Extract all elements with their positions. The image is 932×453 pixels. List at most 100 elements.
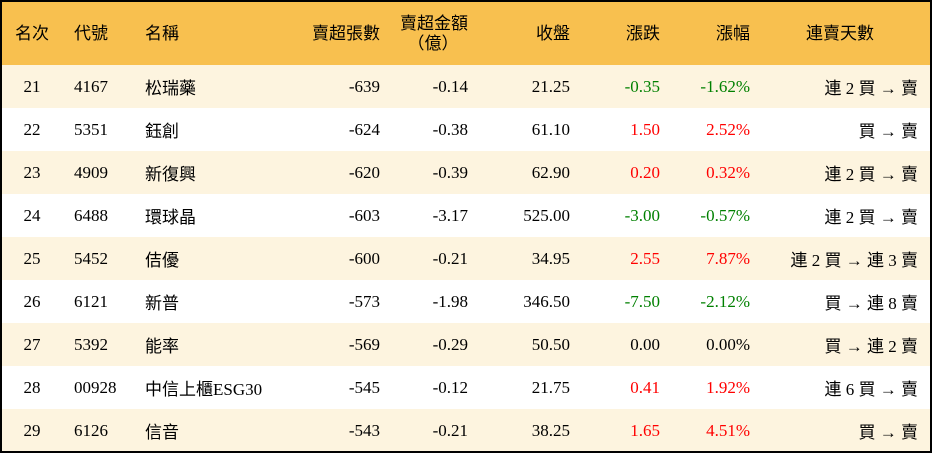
name-cell: 信音: [145, 423, 179, 442]
streak-cell: 買 → 連 2 賣: [824, 337, 919, 356]
name-cell: 新普: [145, 294, 179, 313]
net-sell-lots-cell: -545: [348, 377, 380, 397]
header-close: 收盤: [480, 2, 570, 65]
change-pct-cell: -0.57%: [700, 205, 750, 225]
code-cell: 4909: [74, 162, 108, 182]
rank-cell: 22: [23, 119, 41, 139]
change-pct-cell: 1.92%: [706, 377, 750, 397]
net-sell-amount-cell: -0.12: [432, 377, 468, 397]
change-cell: 0.41: [630, 377, 660, 397]
net-sell-amount-cell: -0.38: [432, 119, 468, 139]
net-sell-amount-cell: -0.39: [432, 162, 468, 182]
net-sell-amount-cell: -0.21: [432, 420, 468, 440]
change-cell: 1.50: [630, 119, 660, 139]
change-pct-cell: 0.32%: [706, 162, 750, 182]
close-price-cell: 34.95: [531, 248, 570, 268]
header-amount-line1: 賣超金額: [400, 13, 468, 33]
net-sell-lots-cell: -620: [348, 162, 380, 182]
close-price-cell: 62.90: [531, 162, 570, 182]
close-price-cell: 38.25: [531, 420, 570, 440]
change-pct-cell: 7.87%: [706, 248, 750, 268]
rank-cell: 25: [23, 248, 41, 268]
table-row: 23 4909 新復興 -620 -0.39 62.90 0.20 0.32% 連 2 買 → …: [2, 151, 930, 194]
name-cell: 能率: [145, 337, 179, 356]
streak-cell: 連 2 買 → 連 3 賣: [790, 251, 919, 270]
net-sell-amount-cell: -0.14: [432, 76, 468, 96]
change-cell: 0.00: [630, 334, 660, 354]
streak-cell: 買 → 賣: [858, 423, 919, 442]
rank-cell: 24: [23, 205, 41, 225]
net-sell-lots-cell: -573: [348, 291, 380, 311]
code-cell: 5452: [74, 248, 108, 268]
header-change-pct: 漲幅: [660, 2, 750, 65]
change-pct-cell: 4.51%: [706, 420, 750, 440]
net-sell-amount-cell: -3.17: [432, 205, 468, 225]
streak-cell: 連 2 買 → 賣: [824, 208, 919, 227]
header-rank: 名次: [2, 2, 62, 65]
change-pct-cell: -1.62%: [700, 76, 750, 96]
rank-cell: 27: [23, 334, 41, 354]
code-cell: 4167: [74, 76, 108, 96]
table-row: 21 4167 松瑞藥 -639 -0.14 21.25 -0.35 -1.62% 連 2 買 …: [2, 65, 930, 108]
net-sell-lots-cell: -624: [348, 119, 380, 139]
table-row: 22 5351 鈺創 -624 -0.38 61.10 1.50 2.52% 買 → 賣: [2, 108, 930, 151]
name-cell: 鈺創: [145, 122, 179, 141]
code-cell: 6126: [74, 420, 108, 440]
net-sell-amount-cell: -0.29: [432, 334, 468, 354]
close-price-cell: 21.75: [531, 377, 570, 397]
name-cell: 佶優: [145, 251, 179, 270]
table-row: 26 6121 新普 -573 -1.98 346.50 -7.50 -2.12% 買 → 連 …: [2, 280, 930, 323]
name-cell: 新復興: [145, 165, 196, 184]
net-sell-lots-cell: -603: [348, 205, 380, 225]
close-price-cell: 61.10: [531, 119, 570, 139]
rank-cell: 23: [23, 162, 41, 182]
name-cell: 松瑞藥: [145, 79, 196, 98]
change-cell: -7.50: [624, 291, 660, 311]
header-name: 名稱: [132, 2, 272, 65]
close-price-cell: 21.25: [531, 76, 570, 96]
streak-cell: 連 2 買 → 賣: [824, 79, 919, 98]
code-cell: 5351: [74, 119, 108, 139]
rank-cell: 26: [23, 291, 41, 311]
streak-cell: 買 → 賣: [858, 122, 919, 141]
change-cell: -0.35: [624, 76, 660, 96]
header-amount-line2: （億）: [407, 33, 459, 53]
header-net-sell-lots: 賣超張數: [272, 2, 380, 65]
change-pct-cell: -2.12%: [700, 291, 750, 311]
net-sell-amount-cell: -0.21: [432, 248, 468, 268]
rank-cell: 21: [23, 76, 41, 96]
header-code: 代號: [62, 2, 132, 65]
name-cell: 中信上櫃ESG30: [145, 380, 263, 399]
table-row: 24 6488 環球晶 -603 -3.17 525.00 -3.00 -0.57% 連 2 買…: [2, 194, 930, 237]
streak-cell: 連 6 買 → 賣: [824, 380, 919, 399]
net-sell-amount-cell: -1.98: [432, 291, 468, 311]
code-cell: 00928: [74, 377, 117, 397]
change-pct-cell: 0.00%: [706, 334, 750, 354]
rank-cell: 28: [23, 377, 41, 397]
code-cell: 6121: [74, 291, 108, 311]
streak-cell: 買 → 連 8 賣: [824, 294, 919, 313]
close-price-cell: 50.50: [531, 334, 570, 354]
change-cell: 0.20: [630, 162, 660, 182]
header-change: 漲跌: [570, 2, 660, 65]
streak-cell: 連 2 買 → 賣: [824, 165, 919, 184]
header-net-sell-amount: 賣超金額 （億）: [380, 2, 480, 65]
change-cell: -3.00: [624, 205, 660, 225]
code-cell: 6488: [74, 205, 108, 225]
close-price-cell: 346.50: [523, 291, 570, 311]
table-row: 29 6126 信音 -543 -0.21 38.25 1.65 4.51% 買 → 賣: [2, 409, 930, 451]
table-row: 25 5452 佶優 -600 -0.21 34.95 2.55 7.87% 連 2 買 → 連…: [2, 237, 930, 280]
rank-cell: 29: [23, 420, 41, 440]
table-row: 27 5392 能率 -569 -0.29 50.50 0.00 0.00% 買 → 連 2 賣: [2, 323, 930, 366]
net-sell-lots-cell: -543: [348, 420, 380, 440]
net-sell-lots-cell: -569: [348, 334, 380, 354]
name-cell: 環球晶: [145, 208, 196, 227]
change-cell: 2.55: [630, 248, 660, 268]
net-sell-lots-cell: -639: [348, 76, 380, 96]
change-cell: 1.65: [630, 420, 660, 440]
header-row: 名次 代號 名稱 賣超張數 賣超金額 （億） 收盤 漲跌 漲幅 連賣天數: [2, 2, 930, 65]
close-price-cell: 525.00: [523, 205, 570, 225]
header-streak: 連賣天數: [750, 2, 930, 65]
